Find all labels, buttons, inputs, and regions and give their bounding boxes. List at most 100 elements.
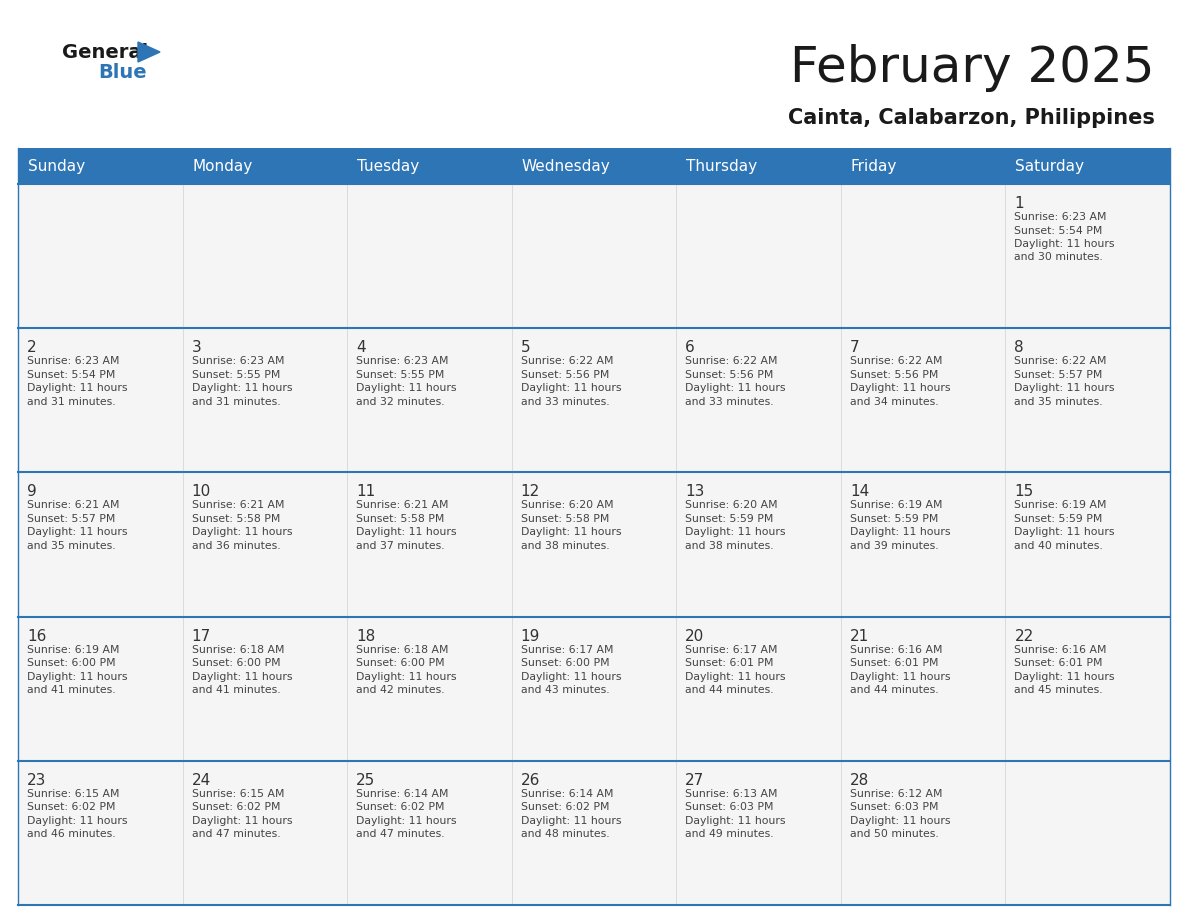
Text: Daylight: 11 hours: Daylight: 11 hours bbox=[27, 672, 127, 681]
Bar bbox=[347, 473, 512, 617]
Bar bbox=[347, 184, 512, 329]
Text: Sunrise: 6:23 AM: Sunrise: 6:23 AM bbox=[27, 356, 120, 366]
Bar bbox=[512, 761, 676, 905]
Text: Sunset: 6:03 PM: Sunset: 6:03 PM bbox=[685, 802, 773, 812]
Text: Sunrise: 6:19 AM: Sunrise: 6:19 AM bbox=[27, 644, 120, 655]
Bar bbox=[841, 329, 1005, 473]
Bar bbox=[1005, 473, 1170, 617]
Text: Tuesday: Tuesday bbox=[358, 159, 419, 174]
Bar bbox=[1005, 761, 1170, 905]
Text: Wednesday: Wednesday bbox=[522, 159, 611, 174]
Text: Daylight: 11 hours: Daylight: 11 hours bbox=[27, 816, 127, 826]
Bar bbox=[841, 184, 1005, 329]
Text: 21: 21 bbox=[849, 629, 870, 644]
Text: Sunset: 5:55 PM: Sunset: 5:55 PM bbox=[191, 370, 280, 380]
Text: Daylight: 11 hours: Daylight: 11 hours bbox=[1015, 239, 1114, 249]
Text: Sunset: 5:54 PM: Sunset: 5:54 PM bbox=[1015, 226, 1102, 236]
Text: Sunset: 6:02 PM: Sunset: 6:02 PM bbox=[27, 802, 115, 812]
Text: Sunrise: 6:14 AM: Sunrise: 6:14 AM bbox=[356, 789, 449, 799]
Text: 18: 18 bbox=[356, 629, 375, 644]
Text: 5: 5 bbox=[520, 341, 530, 355]
Text: Sunrise: 6:22 AM: Sunrise: 6:22 AM bbox=[520, 356, 613, 366]
Text: 16: 16 bbox=[27, 629, 46, 644]
Text: Sunrise: 6:16 AM: Sunrise: 6:16 AM bbox=[849, 644, 942, 655]
Text: 2: 2 bbox=[27, 341, 37, 355]
Text: and 39 minutes.: and 39 minutes. bbox=[849, 541, 939, 551]
Text: and 41 minutes.: and 41 minutes. bbox=[27, 685, 115, 695]
Text: Sunrise: 6:13 AM: Sunrise: 6:13 AM bbox=[685, 789, 778, 799]
Text: Daylight: 11 hours: Daylight: 11 hours bbox=[356, 383, 456, 393]
Bar bbox=[347, 148, 512, 184]
Bar bbox=[676, 761, 841, 905]
Text: 6: 6 bbox=[685, 341, 695, 355]
Bar bbox=[18, 329, 183, 473]
Bar bbox=[841, 761, 1005, 905]
Text: Sunrise: 6:12 AM: Sunrise: 6:12 AM bbox=[849, 789, 942, 799]
Text: Blue: Blue bbox=[97, 62, 146, 82]
Bar bbox=[676, 148, 841, 184]
Text: and 47 minutes.: and 47 minutes. bbox=[356, 829, 444, 839]
Text: and 33 minutes.: and 33 minutes. bbox=[520, 397, 609, 407]
Text: Sunrise: 6:15 AM: Sunrise: 6:15 AM bbox=[191, 789, 284, 799]
Text: Sunset: 5:59 PM: Sunset: 5:59 PM bbox=[1015, 514, 1102, 524]
Text: Sunrise: 6:19 AM: Sunrise: 6:19 AM bbox=[849, 500, 942, 510]
Text: and 35 minutes.: and 35 minutes. bbox=[27, 541, 115, 551]
Bar bbox=[347, 761, 512, 905]
Text: Daylight: 11 hours: Daylight: 11 hours bbox=[1015, 383, 1114, 393]
Bar bbox=[841, 617, 1005, 761]
Text: 15: 15 bbox=[1015, 485, 1034, 499]
Text: Daylight: 11 hours: Daylight: 11 hours bbox=[27, 528, 127, 537]
Text: 12: 12 bbox=[520, 485, 541, 499]
Bar bbox=[512, 329, 676, 473]
Text: Sunrise: 6:18 AM: Sunrise: 6:18 AM bbox=[356, 644, 449, 655]
Text: Sunrise: 6:19 AM: Sunrise: 6:19 AM bbox=[1015, 500, 1107, 510]
Text: 24: 24 bbox=[191, 773, 210, 788]
Text: Sunrise: 6:21 AM: Sunrise: 6:21 AM bbox=[191, 500, 284, 510]
Text: Friday: Friday bbox=[851, 159, 897, 174]
Text: Sunset: 6:02 PM: Sunset: 6:02 PM bbox=[520, 802, 609, 812]
Text: and 36 minutes.: and 36 minutes. bbox=[191, 541, 280, 551]
Text: Sunset: 5:58 PM: Sunset: 5:58 PM bbox=[191, 514, 280, 524]
Text: General: General bbox=[62, 42, 148, 62]
Text: 11: 11 bbox=[356, 485, 375, 499]
Text: and 46 minutes.: and 46 minutes. bbox=[27, 829, 115, 839]
Bar bbox=[512, 184, 676, 329]
Text: Sunset: 5:55 PM: Sunset: 5:55 PM bbox=[356, 370, 444, 380]
Text: Daylight: 11 hours: Daylight: 11 hours bbox=[191, 528, 292, 537]
Text: Sunset: 5:59 PM: Sunset: 5:59 PM bbox=[685, 514, 773, 524]
Bar bbox=[18, 148, 183, 184]
Bar bbox=[676, 617, 841, 761]
Text: Sunset: 6:01 PM: Sunset: 6:01 PM bbox=[1015, 658, 1102, 668]
Text: Sunset: 5:56 PM: Sunset: 5:56 PM bbox=[520, 370, 609, 380]
Text: 23: 23 bbox=[27, 773, 46, 788]
Bar bbox=[1005, 184, 1170, 329]
Text: and 43 minutes.: and 43 minutes. bbox=[520, 685, 609, 695]
Text: 9: 9 bbox=[27, 485, 37, 499]
Text: and 30 minutes.: and 30 minutes. bbox=[1015, 252, 1104, 263]
Text: 22: 22 bbox=[1015, 629, 1034, 644]
Text: Sunset: 5:56 PM: Sunset: 5:56 PM bbox=[685, 370, 773, 380]
Text: Sunset: 5:59 PM: Sunset: 5:59 PM bbox=[849, 514, 939, 524]
Bar bbox=[1005, 148, 1170, 184]
Bar bbox=[1005, 329, 1170, 473]
Text: Daylight: 11 hours: Daylight: 11 hours bbox=[685, 816, 785, 826]
Text: Cainta, Calabarzon, Philippines: Cainta, Calabarzon, Philippines bbox=[788, 108, 1155, 128]
Text: Sunset: 5:58 PM: Sunset: 5:58 PM bbox=[356, 514, 444, 524]
Text: and 31 minutes.: and 31 minutes. bbox=[191, 397, 280, 407]
Text: Sunrise: 6:23 AM: Sunrise: 6:23 AM bbox=[356, 356, 449, 366]
Bar bbox=[676, 184, 841, 329]
Text: Daylight: 11 hours: Daylight: 11 hours bbox=[191, 672, 292, 681]
Text: 25: 25 bbox=[356, 773, 375, 788]
Bar bbox=[676, 329, 841, 473]
Text: Daylight: 11 hours: Daylight: 11 hours bbox=[356, 672, 456, 681]
Text: Sunrise: 6:20 AM: Sunrise: 6:20 AM bbox=[520, 500, 613, 510]
Text: Daylight: 11 hours: Daylight: 11 hours bbox=[1015, 672, 1114, 681]
Text: Sunrise: 6:16 AM: Sunrise: 6:16 AM bbox=[1015, 644, 1107, 655]
Text: Daylight: 11 hours: Daylight: 11 hours bbox=[191, 816, 292, 826]
Text: and 44 minutes.: and 44 minutes. bbox=[685, 685, 773, 695]
Text: Sunset: 6:01 PM: Sunset: 6:01 PM bbox=[685, 658, 773, 668]
Text: Sunrise: 6:22 AM: Sunrise: 6:22 AM bbox=[849, 356, 942, 366]
Bar bbox=[183, 473, 347, 617]
Text: and 32 minutes.: and 32 minutes. bbox=[356, 397, 444, 407]
Text: 10: 10 bbox=[191, 485, 210, 499]
